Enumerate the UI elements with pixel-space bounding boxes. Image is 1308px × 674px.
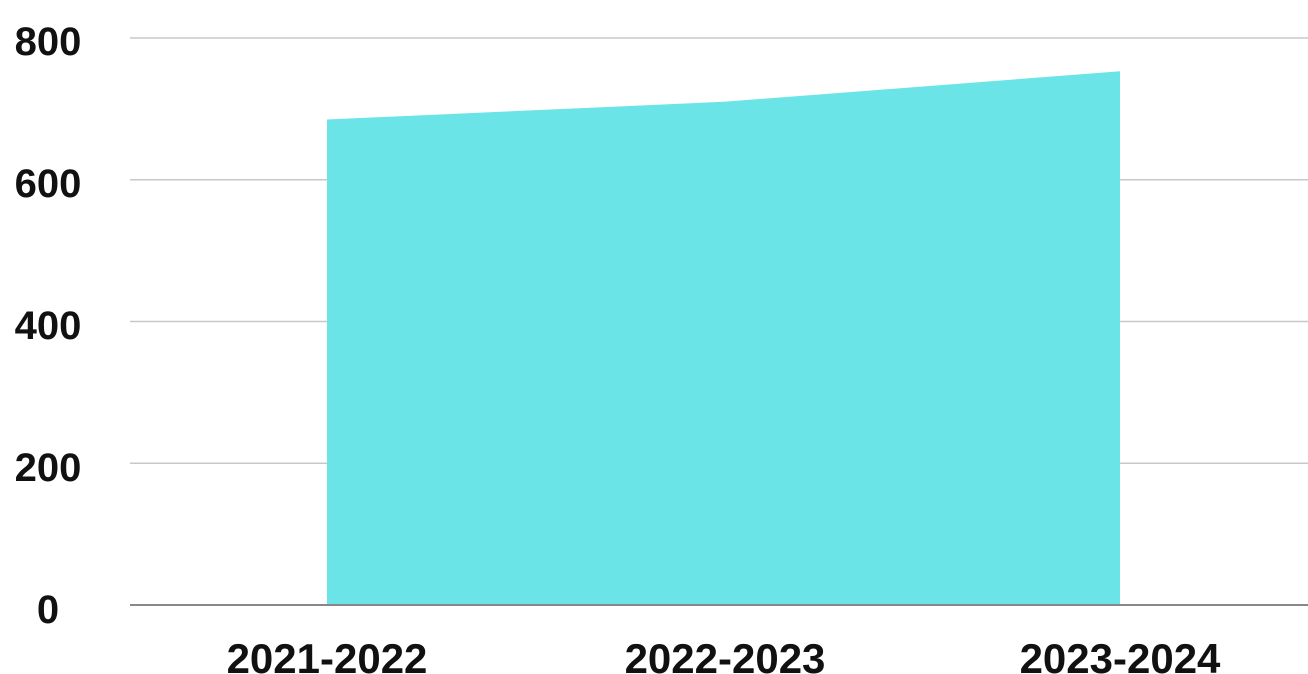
x-tick-label: 2023-2024 [1020, 635, 1221, 674]
x-axis-ticks: 2021-2022 2022-2023 2023-2024 [227, 635, 1221, 674]
y-axis-ticks: 800 600 400 200 0 [15, 20, 82, 632]
area-series [327, 71, 1120, 605]
y-tick-label: 600 [15, 162, 82, 206]
x-tick-label: 2022-2023 [625, 635, 826, 674]
y-tick-label: 200 [15, 446, 82, 490]
y-tick-label: 800 [15, 20, 82, 64]
x-tick-label: 2021-2022 [227, 635, 428, 674]
y-tick-label: 400 [15, 304, 82, 348]
y-tick-label: 0 [37, 588, 59, 632]
